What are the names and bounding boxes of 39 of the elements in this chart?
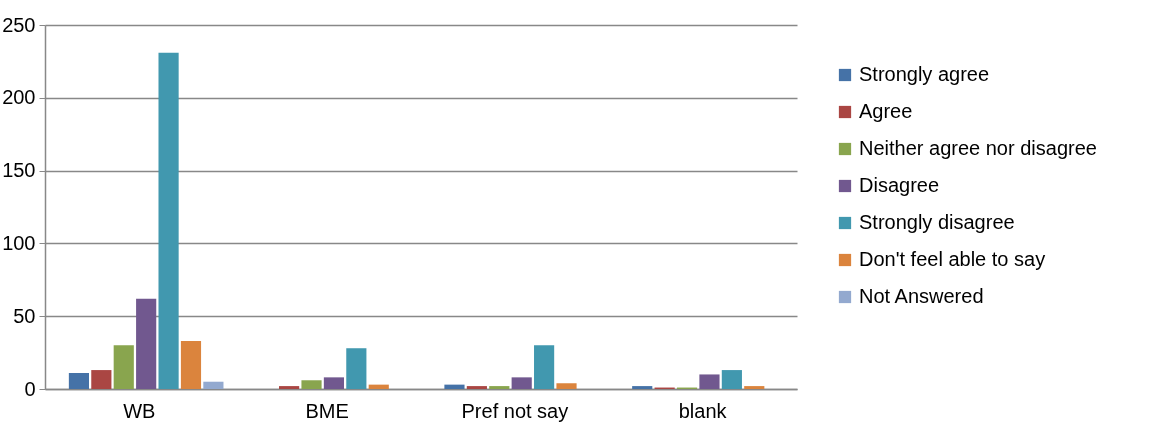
x-tick-label: WB	[123, 399, 156, 422]
legend-label: Don't feel able to say	[859, 248, 1046, 270]
legend-label: Disagree	[859, 174, 940, 196]
bar	[699, 374, 720, 389]
legend-label: Strongly disagree	[859, 211, 1015, 233]
bar	[136, 298, 157, 389]
bar	[466, 386, 487, 389]
y-tick-label: 150	[2, 159, 36, 182]
bar	[180, 340, 202, 389]
legend-label: Agree	[859, 100, 913, 122]
bar	[346, 348, 367, 389]
bar	[556, 383, 577, 389]
x-tick-label: blank	[678, 399, 728, 422]
legend-label: Strongly agree	[859, 63, 990, 85]
legend-label: Not Answered	[859, 285, 984, 307]
y-tick-label: 50	[13, 304, 36, 327]
bar	[368, 384, 389, 389]
bar	[279, 386, 300, 389]
y-tick-label: 200	[2, 86, 36, 109]
bar	[113, 345, 134, 389]
bar	[203, 381, 224, 389]
bar	[744, 386, 765, 389]
bar	[721, 370, 742, 389]
bar	[534, 345, 555, 389]
bar	[91, 370, 112, 389]
y-tick-label: 0	[24, 377, 36, 400]
x-tick-label: Pref not say	[461, 399, 569, 422]
y-tick-label: 100	[2, 231, 36, 254]
bar	[301, 380, 322, 389]
bar	[632, 386, 653, 389]
bar	[68, 372, 90, 389]
bar	[489, 386, 510, 389]
bar	[511, 377, 532, 389]
x-tick-label: BME	[305, 399, 349, 422]
legend-label: Neither agree nor disagree	[859, 137, 1097, 159]
bar	[323, 377, 345, 389]
bar	[158, 52, 179, 389]
y-tick-label: 250	[2, 13, 36, 36]
bar	[444, 384, 465, 389]
